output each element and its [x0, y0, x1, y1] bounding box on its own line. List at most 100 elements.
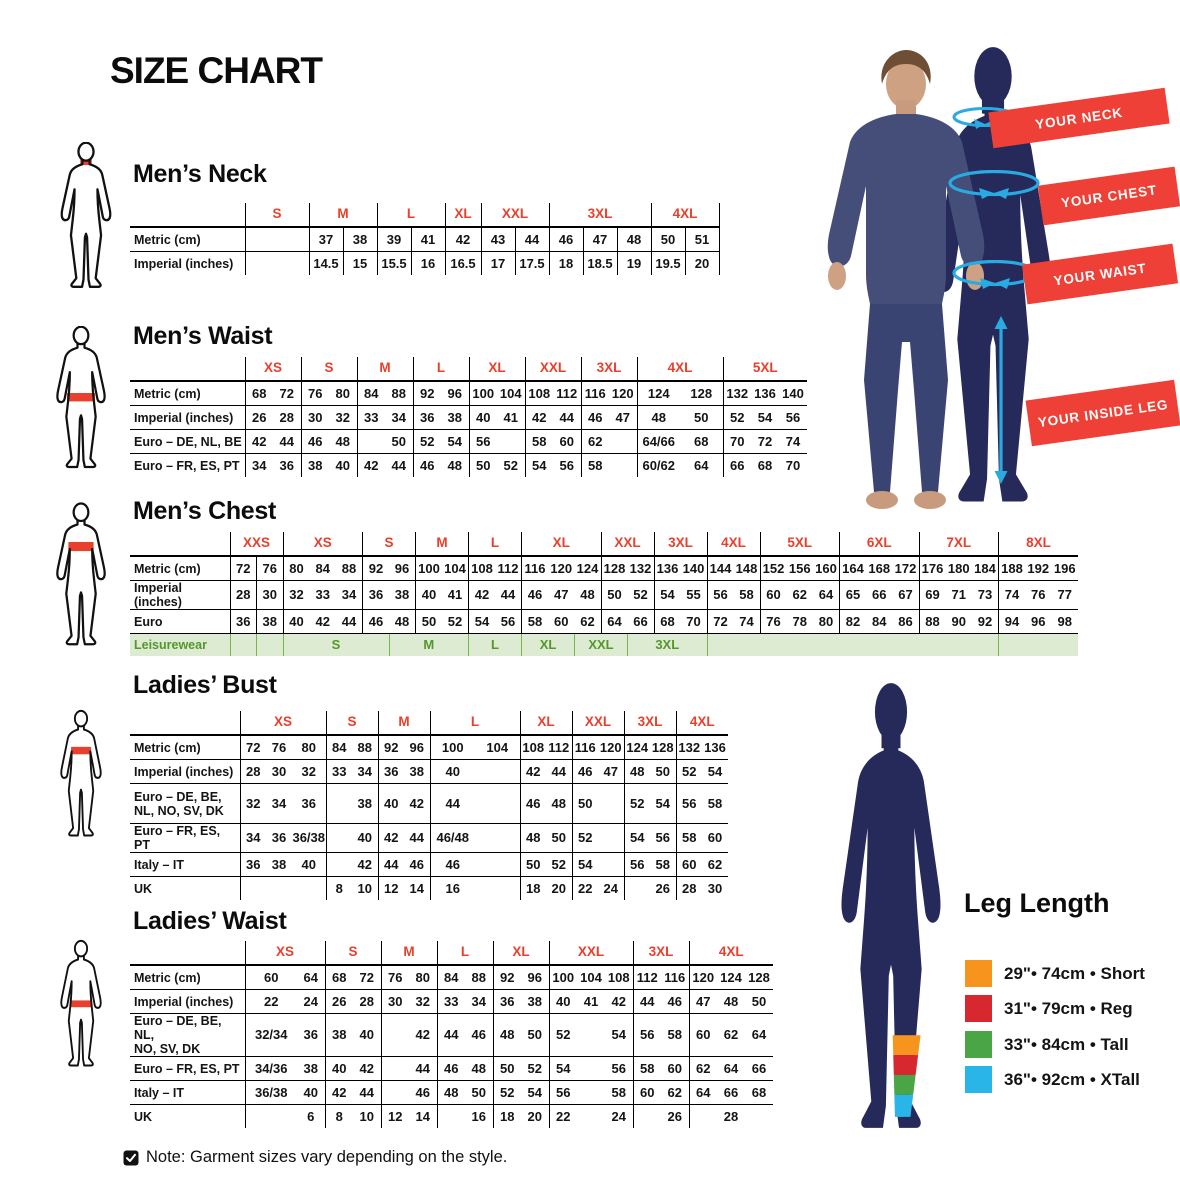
- size-cell: 28: [723, 1108, 739, 1124]
- size-cell: 62: [661, 1080, 690, 1105]
- row-label: [130, 203, 246, 228]
- size-cell: 132: [627, 556, 655, 581]
- size-cell: 60: [689, 1013, 717, 1057]
- size-group-label: 5XL: [760, 532, 840, 557]
- size-cell: 164: [839, 556, 866, 581]
- size-cell: 28: [240, 759, 266, 784]
- size-cell: 33: [309, 580, 336, 610]
- reg-label: 31"• 79cm • Reg: [1004, 998, 1133, 1018]
- size-cell: 54: [650, 783, 677, 824]
- reg-band: [892, 1055, 922, 1075]
- ladies-waist-heading: Ladies’ Waist: [133, 907, 287, 935]
- size-cell: XL: [521, 633, 575, 656]
- size-cell: [326, 852, 352, 877]
- size-cell: 104: [475, 735, 521, 760]
- size-cell: 108: [468, 556, 495, 581]
- size-cell: 52: [521, 1056, 550, 1081]
- size-cell: 112: [553, 381, 582, 406]
- size-group-label: 4XL: [676, 711, 728, 736]
- size-cell: 62: [581, 429, 609, 454]
- short-label: 29"• 74cm • Short: [1004, 963, 1145, 983]
- size-cell: 54: [572, 852, 598, 877]
- size-cell: 73: [972, 580, 999, 610]
- size-cell: 42: [605, 989, 634, 1014]
- size-cell: 66: [730, 457, 745, 473]
- size-group-label: XS: [245, 357, 302, 382]
- size-cell: 48: [441, 453, 470, 477]
- size-cell: 104: [442, 556, 469, 581]
- ladies-bust-heading: Ladies’ Bust: [133, 671, 277, 699]
- size-cell: [598, 852, 625, 877]
- size-cell: 72: [751, 429, 779, 454]
- size-cell: 64: [297, 965, 326, 990]
- euro-fr-row: Euro – FR, ES, PT 34 36 36/38 40 42 44 46/48 48 5…: [130, 823, 728, 853]
- size-cell: 74: [733, 609, 761, 634]
- size-cell: 54: [532, 457, 547, 473]
- size-cell: 96: [404, 735, 431, 760]
- row-label: Metric (cm): [130, 735, 241, 760]
- short-band: [892, 1035, 922, 1056]
- imperial-row: Imperial (inches) 28 30 32 33 34 36 38 40 41 42 44 4…: [130, 580, 1078, 610]
- size-cell: 56: [549, 1080, 577, 1105]
- size-cell: 41: [411, 227, 446, 252]
- size-cell: 74: [998, 580, 1025, 610]
- size-cell: [292, 876, 327, 900]
- size-group-label: 3XL: [624, 711, 677, 736]
- size-cell: 69: [919, 580, 946, 610]
- size-cell: 58: [633, 1056, 661, 1081]
- size-cell: 60/62: [642, 457, 676, 473]
- size-cell: 58: [676, 823, 702, 853]
- ladies-bust-table: XS S M L XL XXL 3XL 4XL Metric (cm) 72 76 80 84 88 92 9…: [130, 711, 728, 900]
- size-cell: 58: [733, 580, 761, 610]
- size-cell: 56: [605, 1056, 634, 1081]
- size-cell: 20: [685, 251, 720, 275]
- size-cell: 58: [702, 783, 728, 824]
- size-cell: 42: [468, 580, 495, 610]
- size-cell: 42: [525, 405, 553, 430]
- size-group-label: XL: [445, 203, 482, 228]
- size-cell: 46/48: [430, 823, 475, 853]
- your-waist-label: YOUR WAIST: [1052, 260, 1148, 288]
- row-label: Imperial (inches): [130, 989, 246, 1014]
- size-cell: 60: [702, 823, 728, 853]
- size-cell: [475, 852, 521, 877]
- size-cell: 92: [493, 965, 521, 990]
- size-cell: 156: [786, 556, 813, 581]
- size-cell: 36: [493, 989, 521, 1014]
- size-group-label: L: [430, 711, 521, 736]
- size-cell: 19: [617, 251, 652, 275]
- size-cell: [624, 877, 650, 901]
- uk-row: UK 8 10 12 14 16 18 20 22 24 26 28 30: [130, 876, 728, 901]
- size-cell: 18.5: [583, 251, 618, 275]
- size-cell: 26: [325, 989, 353, 1014]
- size-cell: 58: [605, 1080, 634, 1105]
- size-cell: 132: [723, 381, 751, 406]
- size-cell: 76: [381, 965, 409, 990]
- size-cell: 22: [578, 880, 593, 896]
- size-cell: 38: [256, 609, 284, 634]
- italy-row: Italy – IT 36 38 40 42 44 46 46 50 52 54 56 58 60 62: [130, 852, 728, 877]
- size-cell: 38: [352, 783, 379, 824]
- size-cell: 42: [445, 227, 482, 252]
- size-cell: 116: [572, 735, 598, 760]
- size-cell: 64: [813, 580, 840, 610]
- size-cell: 128: [745, 965, 773, 990]
- size-cell: L: [468, 633, 522, 656]
- size-cell: 30: [381, 989, 409, 1014]
- size-cell: 22: [556, 1108, 571, 1124]
- size-cell: 44: [546, 759, 573, 784]
- size-cell: 148: [733, 556, 761, 581]
- size-cell: 38: [297, 1056, 326, 1081]
- size-cell: 92: [972, 609, 999, 634]
- size-cell: 50: [385, 429, 414, 454]
- size-group-label: M: [381, 941, 438, 966]
- size-cell: 50: [601, 580, 628, 610]
- size-cell: 88: [919, 609, 946, 634]
- size-cell: 72: [707, 609, 734, 634]
- page-title: SIZE CHART: [110, 50, 323, 91]
- size-cell: 28: [353, 989, 382, 1014]
- size-cell: 10: [352, 876, 379, 900]
- size-cell: 38: [389, 580, 416, 610]
- mens-chest-heading: Men’s Chest: [133, 497, 277, 525]
- size-cell: 52: [723, 405, 751, 430]
